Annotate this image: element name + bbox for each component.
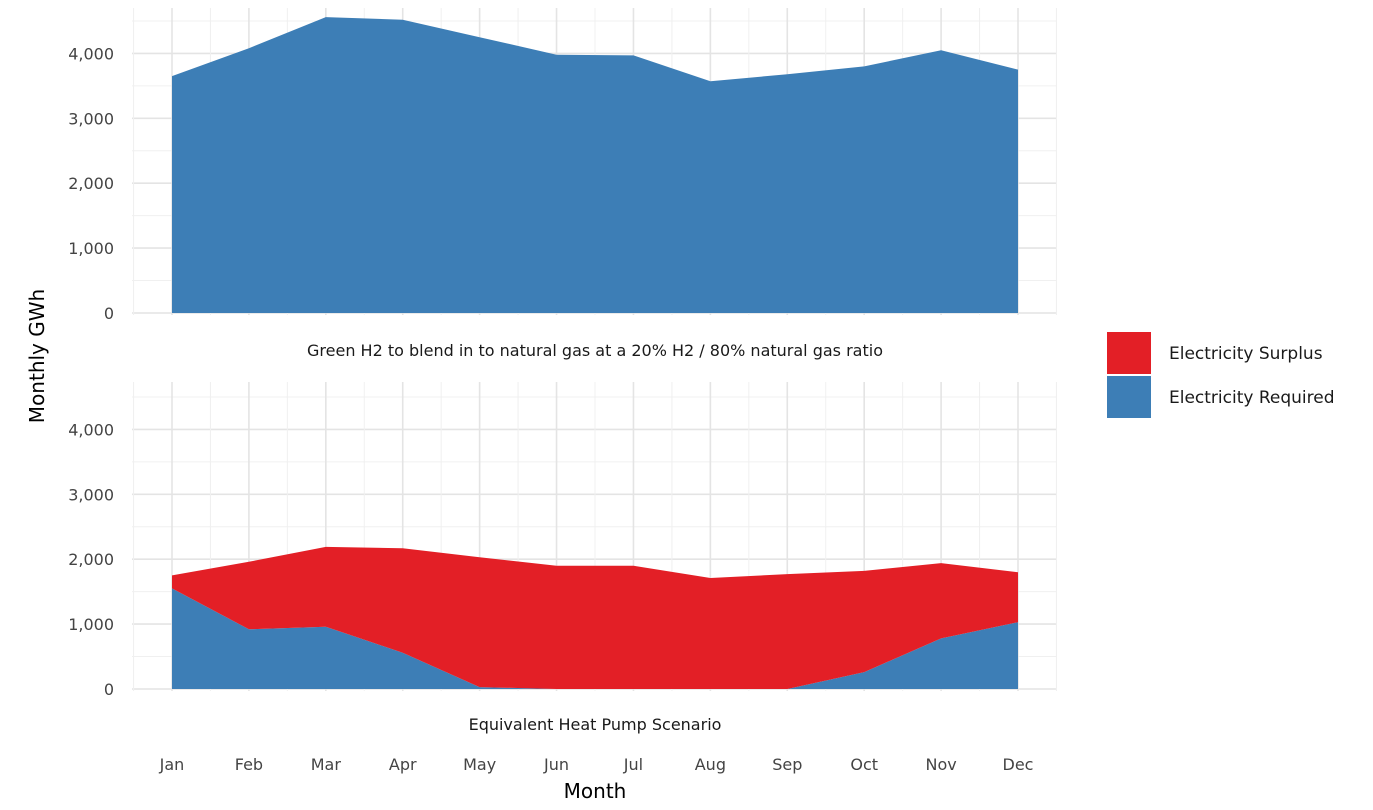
- x-tick-label: Jun: [543, 755, 569, 774]
- x-tick-label: Feb: [235, 755, 263, 774]
- area-electricity-surplus: [172, 546, 1018, 689]
- x-tick-label: Sep: [772, 755, 802, 774]
- y-axis-title: Monthly GWh: [25, 289, 49, 423]
- legend-label: Electricity Required: [1169, 388, 1335, 408]
- area-electricity-required: [172, 588, 1018, 689]
- x-axis-title: Month: [564, 779, 627, 803]
- panel-2-y-ticks: 0 1,000 2,000 3,000 4,000: [68, 420, 114, 699]
- y-tick-label: 3,000: [68, 485, 114, 504]
- x-tick-label: Aug: [695, 755, 726, 774]
- panel-1: 0 1,000 2,000 3,000 4,000: [68, 8, 1057, 323]
- y-tick-label: 2,000: [68, 174, 114, 193]
- panel-1-title: Green H2 to blend in to natural gas at a…: [307, 341, 883, 360]
- y-tick-label: 2,000: [68, 550, 114, 569]
- legend-label: Electricity Surplus: [1169, 344, 1323, 364]
- y-tick-label: 0: [104, 680, 114, 699]
- legend: Electricity Surplus Electricity Required: [1107, 332, 1335, 418]
- y-tick-label: 3,000: [68, 109, 114, 128]
- panel-2-areas: [172, 546, 1018, 689]
- x-tick-label: May: [463, 755, 496, 774]
- y-tick-label: 1,000: [68, 239, 114, 258]
- y-tick-label: 4,000: [68, 44, 114, 63]
- x-tick-label: Nov: [925, 755, 956, 774]
- x-tick-label: Oct: [850, 755, 878, 774]
- panel-2-title: Equivalent Heat Pump Scenario: [469, 715, 722, 734]
- legend-key: [1107, 332, 1151, 374]
- y-tick-label: 4,000: [68, 420, 114, 439]
- x-tick-label: Dec: [1003, 755, 1034, 774]
- x-tick-label: Jan: [159, 755, 185, 774]
- panel-2: 0 1,000 2,000 3,000 4,000: [68, 382, 1057, 699]
- x-tick-label: Apr: [389, 755, 417, 774]
- x-axis-ticks: Jan Feb Mar Apr May Jun Jul Aug Sep Oct Nov Dec: [159, 755, 1034, 774]
- y-tick-label: 0: [104, 304, 114, 323]
- panel-1-y-ticks: 0 1,000 2,000 3,000 4,000: [68, 44, 114, 323]
- x-tick-label: Jul: [623, 755, 643, 774]
- panel-1-areas: [172, 17, 1018, 313]
- y-tick-label: 1,000: [68, 615, 114, 634]
- legend-key: [1107, 376, 1151, 418]
- area-electricity-required: [172, 17, 1018, 313]
- x-tick-label: Mar: [311, 755, 342, 774]
